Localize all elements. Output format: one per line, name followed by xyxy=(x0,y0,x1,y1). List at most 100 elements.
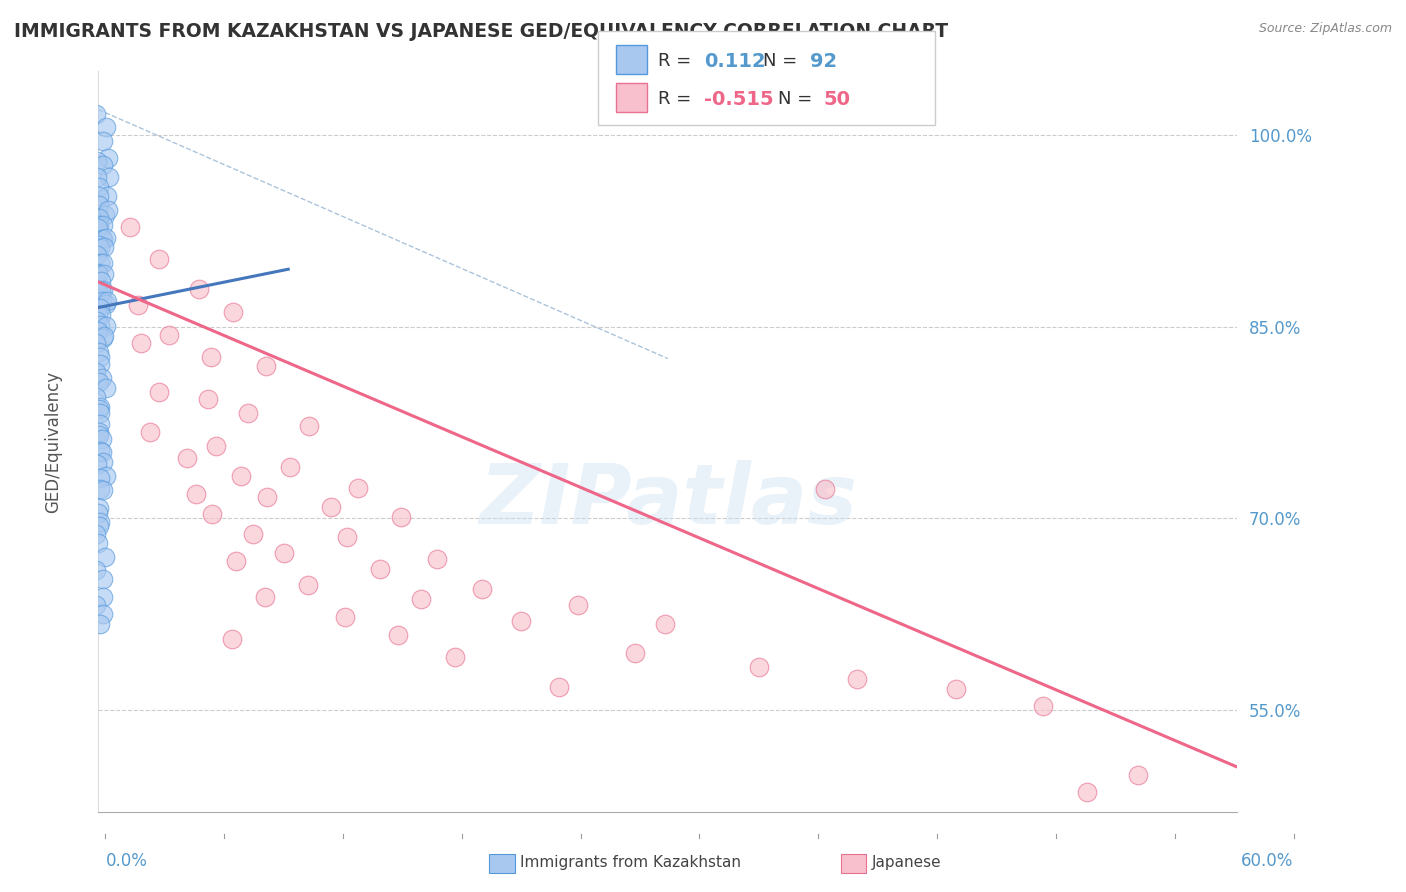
Point xyxy=(1076,785,1098,799)
Point xyxy=(89,515,111,529)
Point xyxy=(93,329,115,343)
Point xyxy=(91,572,114,586)
Point xyxy=(86,507,108,521)
Point xyxy=(91,158,114,172)
Text: IMMIGRANTS FROM KAZAKHSTAN VS JAPANESE GED/EQUIVALENCY CORRELATION CHART: IMMIGRANTS FROM KAZAKHSTAN VS JAPANESE G… xyxy=(14,22,948,41)
Point xyxy=(91,294,114,309)
Point xyxy=(87,308,110,322)
Point xyxy=(91,483,114,498)
Point xyxy=(368,562,391,576)
Point xyxy=(91,607,114,622)
Point xyxy=(89,350,111,364)
Point xyxy=(443,649,465,664)
Point xyxy=(389,510,412,524)
Text: N =: N = xyxy=(763,52,803,70)
Point xyxy=(89,444,111,458)
Point xyxy=(387,628,409,642)
Text: ZIPatlas: ZIPatlas xyxy=(479,460,856,541)
Point xyxy=(91,284,114,298)
Point xyxy=(148,384,170,399)
Point xyxy=(89,211,111,226)
Point xyxy=(91,371,114,385)
Point xyxy=(87,345,110,359)
Point xyxy=(94,382,117,396)
Point xyxy=(87,401,110,416)
Point xyxy=(89,518,111,533)
Point xyxy=(89,616,111,631)
Point xyxy=(297,578,319,592)
Point xyxy=(222,305,245,319)
Point xyxy=(238,406,260,420)
Point xyxy=(98,169,121,184)
Point xyxy=(89,482,111,496)
Point xyxy=(845,672,868,686)
Point xyxy=(89,357,111,371)
Point xyxy=(96,468,118,483)
Point xyxy=(273,546,295,560)
Text: Source: ZipAtlas.com: Source: ZipAtlas.com xyxy=(1258,22,1392,36)
Point xyxy=(93,218,115,232)
Point xyxy=(319,500,342,515)
Point xyxy=(127,298,149,312)
Point xyxy=(148,252,170,267)
Point xyxy=(89,471,111,485)
Point xyxy=(87,188,110,202)
Point xyxy=(157,327,180,342)
Point xyxy=(256,491,278,505)
Point xyxy=(87,500,110,515)
Point xyxy=(87,376,110,390)
Point xyxy=(187,282,209,296)
Point xyxy=(89,256,111,270)
Point xyxy=(129,336,152,351)
Point xyxy=(89,406,111,420)
Point xyxy=(87,324,110,338)
Point xyxy=(298,418,321,433)
Point xyxy=(93,240,115,254)
Point xyxy=(91,455,114,469)
Text: -0.515: -0.515 xyxy=(704,90,775,109)
Point xyxy=(94,231,117,245)
Point xyxy=(90,309,112,323)
Text: 92: 92 xyxy=(810,52,837,70)
Point xyxy=(87,267,110,281)
Point xyxy=(333,610,356,624)
Point xyxy=(254,590,277,604)
Text: Immigrants from Kazakhstan: Immigrants from Kazakhstan xyxy=(520,855,741,870)
Point xyxy=(139,425,162,439)
Point xyxy=(91,255,114,269)
Point xyxy=(90,285,112,299)
Point xyxy=(814,482,837,496)
Point xyxy=(97,151,120,165)
Point xyxy=(1032,699,1054,714)
Text: GED/Equivalency: GED/Equivalency xyxy=(44,370,62,513)
Text: N =: N = xyxy=(778,90,817,108)
Point xyxy=(91,232,114,246)
Point xyxy=(89,237,111,252)
Point xyxy=(84,526,107,541)
Point xyxy=(86,169,108,184)
Point xyxy=(118,219,141,234)
Point xyxy=(84,107,107,121)
Point xyxy=(86,221,108,235)
Point xyxy=(86,564,108,578)
Point xyxy=(94,120,117,134)
Point xyxy=(84,335,107,350)
Point xyxy=(96,189,118,203)
Point xyxy=(93,208,115,222)
Point xyxy=(91,445,114,459)
Point xyxy=(94,549,117,564)
Point xyxy=(509,615,531,629)
Point xyxy=(87,218,110,232)
Text: 0.0%: 0.0% xyxy=(105,852,148,870)
Point xyxy=(567,598,589,612)
Point xyxy=(347,481,370,495)
Point xyxy=(97,202,120,217)
Point xyxy=(87,179,110,194)
Point xyxy=(87,198,110,212)
Point xyxy=(89,301,111,315)
Point xyxy=(90,232,112,246)
Point xyxy=(86,314,108,328)
Point xyxy=(197,392,219,406)
Point xyxy=(89,400,111,414)
Point xyxy=(200,350,222,364)
